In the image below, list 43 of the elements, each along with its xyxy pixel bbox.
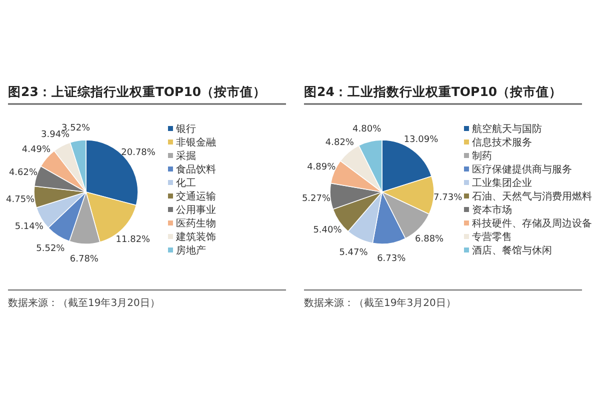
legend-label: 科技硬件、存储及周边设备 [472, 218, 592, 230]
legend-label: 酒店、餐馆与休闲 [472, 244, 552, 256]
legend-label: 资本市场 [472, 204, 512, 216]
data-label: 6.88% [415, 234, 444, 245]
data-label: 5.27% [302, 194, 331, 204]
legend-label: 制药 [472, 150, 492, 162]
data-label: 7.73% [434, 192, 463, 203]
data-label: 4.89% [307, 162, 336, 172]
data-label: 5.52% [36, 244, 66, 254]
data-label: 4.49% [22, 145, 51, 156]
data-label: 4.62% [8, 168, 38, 178]
data-label: 6.78% [70, 254, 99, 264]
legend-label: 专营零售 [472, 231, 512, 243]
data-label: 11.82% [116, 234, 151, 245]
legend-label: 医药生物 [176, 218, 216, 230]
legend-label: 采掘 [176, 150, 196, 162]
legend-label: 工业集团企业 [472, 177, 532, 189]
legend-label: 信息技术服务 [472, 136, 532, 148]
legend-label: 交通运输 [176, 190, 216, 202]
chart-title: 图24：工业指数行业权重TOP10（按市值） [304, 84, 562, 99]
legend-label: 食品饮料 [176, 164, 216, 176]
legend-label: 银行 [175, 124, 196, 135]
legend-label: 非银金融 [176, 136, 216, 148]
data-label: 5.40% [313, 226, 342, 236]
legend-label: 公用事业 [176, 204, 216, 216]
data-label: 13.09% [404, 135, 439, 146]
legend-label: 化工 [176, 177, 196, 189]
data-label: 20.78% [121, 148, 156, 158]
data-label: 5.14% [14, 222, 44, 232]
data-label: 4.75% [6, 194, 36, 205]
data-label: 5.47% [339, 248, 368, 258]
legend-label: 医疗保健提供商与服务 [472, 164, 572, 176]
data-label: 4.80% [352, 124, 382, 134]
data-label: 6.73% [377, 254, 406, 264]
legend-label: 航空航天与国防 [472, 123, 542, 135]
legend-label: 房地产 [176, 244, 206, 256]
source-note: 数据来源：（截至19年3月20日） [304, 297, 456, 309]
legend-label: 建筑装饰 [175, 231, 216, 243]
data-label: 4.82% [325, 138, 354, 148]
data-label: 3.94% [41, 130, 70, 140]
legend-label: 石油、天然气与消费用燃料 [472, 190, 592, 202]
source-note: 数据来源：（截至19年3月20日） [8, 297, 160, 309]
chart-title: 图23：上证综指行业权重TOP10（按市值） [8, 84, 266, 99]
